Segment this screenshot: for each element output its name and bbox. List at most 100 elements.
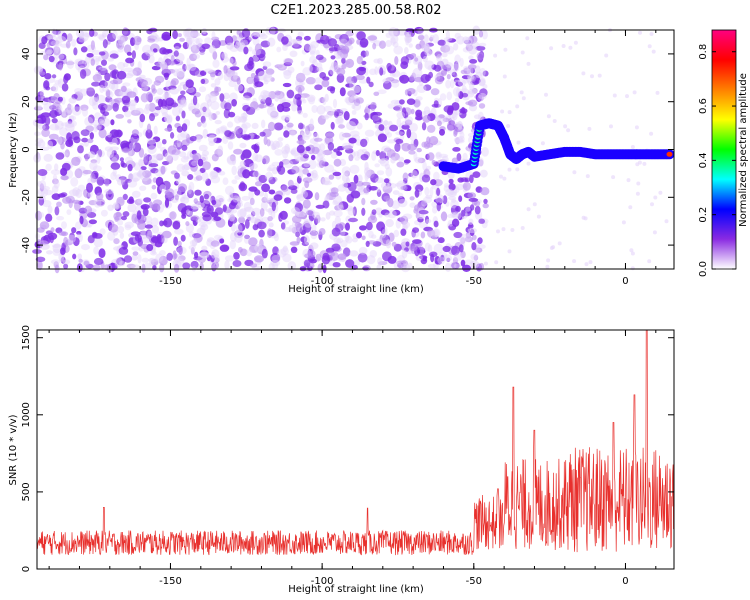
- noise-blob: [276, 165, 282, 172]
- noise-blob: [191, 108, 200, 115]
- noise-blob: [94, 124, 101, 131]
- noise-blob: [327, 38, 337, 47]
- noise-blob: [474, 200, 481, 207]
- noise-blob: [390, 99, 401, 105]
- noise-blob: [402, 221, 411, 229]
- noise-blob: [356, 231, 362, 239]
- noise-blob: [385, 167, 393, 177]
- noise-blob: [55, 152, 65, 160]
- noise-blob: [516, 140, 521, 145]
- noise-blob: [210, 101, 220, 110]
- noise-blob: [436, 120, 442, 127]
- noise-blob: [155, 106, 162, 111]
- noise-blob: [391, 80, 400, 88]
- noise-blob: [86, 87, 94, 92]
- noise-blob: [257, 71, 267, 81]
- noise-blob: [48, 55, 55, 63]
- x-tick-label: -100: [311, 576, 334, 587]
- noise-blob: [298, 122, 304, 130]
- noise-blob: [74, 58, 85, 65]
- noise-blob: [369, 250, 377, 258]
- noise-blob: [322, 200, 330, 209]
- noise-blob: [380, 209, 390, 216]
- noise-blob: [442, 117, 450, 123]
- noise-blob: [324, 93, 329, 103]
- noise-blob: [190, 44, 200, 54]
- noise-blob: [581, 71, 586, 76]
- noise-blob: [351, 104, 356, 110]
- noise-blob: [37, 260, 43, 271]
- noise-blob: [408, 172, 414, 177]
- noise-blob: [122, 211, 130, 217]
- noise-blob: [436, 54, 442, 63]
- noise-blob: [173, 263, 180, 273]
- noise-blob: [109, 223, 119, 233]
- noise-blob: [367, 35, 378, 41]
- noise-blob: [116, 129, 122, 138]
- noise-blob: [470, 253, 479, 261]
- noise-blob: [330, 86, 335, 94]
- noise-blob: [224, 260, 230, 270]
- noise-blob: [454, 137, 460, 145]
- noise-blob: [506, 124, 511, 128]
- noise-blob: [261, 119, 266, 129]
- noise-blob: [473, 114, 481, 120]
- noise-blob: [625, 94, 629, 99]
- noise-blob: [510, 228, 515, 232]
- noise-blob: [237, 208, 247, 219]
- noise-blob: [187, 174, 194, 180]
- noise-blob: [80, 129, 90, 137]
- noise-blob: [254, 43, 262, 54]
- noise-blob: [455, 205, 461, 213]
- noise-blob: [338, 112, 343, 119]
- figure-title: C2E1.2023.285.00.58.R02: [270, 3, 441, 18]
- noise-blob: [164, 197, 170, 208]
- colorbar-gradient: [711, 29, 737, 270]
- noise-blob: [248, 189, 254, 200]
- noise-blob: [46, 42, 51, 48]
- noise-blob: [409, 123, 419, 132]
- noise-blob: [463, 67, 472, 75]
- noise-blob: [211, 113, 217, 120]
- x-tick-label: 0: [622, 276, 628, 287]
- noise-blob: [46, 250, 53, 255]
- noise-blob: [572, 259, 577, 264]
- noise-blob: [302, 99, 307, 104]
- noise-blob: [308, 96, 315, 105]
- noise-blob: [443, 183, 450, 188]
- noise-blob: [468, 197, 479, 202]
- noise-blob: [628, 205, 633, 210]
- noise-blob: [175, 115, 181, 122]
- noise-blob: [262, 94, 267, 100]
- noise-blob: [43, 153, 53, 162]
- noise-blob: [314, 77, 323, 84]
- noise-blob: [270, 106, 276, 111]
- noise-blob: [451, 245, 460, 256]
- noise-blob: [436, 152, 441, 158]
- noise-blob: [478, 92, 487, 100]
- noise-blob: [290, 130, 296, 137]
- noise-blob: [632, 90, 637, 95]
- noise-blob: [339, 158, 347, 167]
- noise-blob: [478, 218, 486, 224]
- noise-blob: [630, 251, 635, 256]
- noise-blob: [73, 237, 80, 247]
- noise-blob: [459, 108, 468, 114]
- noise-blob: [360, 154, 369, 161]
- noise-blob: [178, 151, 187, 158]
- noise-blob: [122, 82, 131, 87]
- spectrogram-x-axis-label: Height of straight line (km): [288, 284, 424, 295]
- noise-blob: [53, 180, 60, 189]
- noise-blob: [212, 51, 218, 60]
- noise-blob: [181, 170, 190, 177]
- noise-blob: [291, 215, 302, 224]
- noise-blob: [448, 178, 454, 184]
- noise-blob: [468, 218, 474, 225]
- noise-blob: [118, 90, 128, 97]
- noise-blob: [266, 197, 277, 203]
- noise-blob: [303, 154, 309, 159]
- noise-blob: [366, 255, 376, 265]
- noise-blob: [587, 126, 592, 131]
- noise-blob: [368, 230, 374, 239]
- noise-blob: [465, 206, 471, 212]
